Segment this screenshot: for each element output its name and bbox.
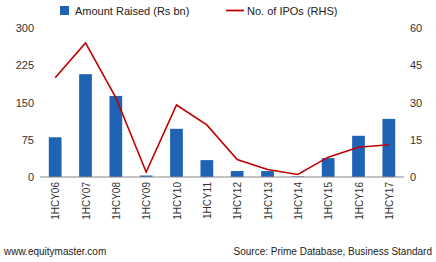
bar [170,129,183,177]
x-tick-label: 1HCY15 [323,182,334,220]
plot-marks [49,43,395,177]
x-tick-label: 1HCY16 [354,182,365,220]
y2-tick-label: 45 [410,59,422,71]
y2-tick-label: 60 [410,22,422,34]
x-tick-label: 1HCY08 [111,182,122,220]
y2-tick-label: 30 [410,97,422,109]
y-tick-label: 225 [16,59,34,71]
y-tick-label: 300 [16,22,34,34]
x-tick-label: 1HCY17 [384,182,395,220]
source: Source: Prime Database, Business Standar… [234,246,432,257]
x-tick-label: 1HCY14 [293,182,304,220]
y-tick-label: 150 [16,97,34,109]
legend-swatch [60,6,69,15]
background [0,0,436,262]
x-tick-label: 1HCY12 [232,182,243,220]
x-tick-label: 1HCY06 [50,182,61,220]
y2-tick-label: 0 [410,171,416,183]
bar [231,171,244,177]
line [55,43,389,175]
bar [261,171,274,177]
bar [49,137,62,177]
y-tick-label: 0 [28,171,34,183]
bar [382,119,395,177]
x-axis-line [40,177,404,178]
website: www.equitymaster.com [3,246,106,257]
legend-swatch [226,10,244,12]
chart: 0 75 150 225 300 0 15 30 45 60 1HCY06 1HCY07 1HCY08 1… [0,0,436,262]
bar [200,160,213,177]
x-tick-label: 1HCY10 [172,182,183,220]
legend-label: No. of IPOs (RHS) [247,5,337,17]
y-tick-label: 75 [22,134,34,146]
bar [322,158,335,177]
legend-label: Amount Raised (Rs bn) [75,5,189,17]
y2-tick-label: 15 [410,134,422,146]
x-tick-label: 1HCY11 [202,182,213,219]
bar [79,74,92,177]
bar [352,136,365,177]
x-tick-label: 1HCY07 [81,182,92,220]
x-tick-label: 1HCY09 [141,182,152,220]
x-tick-label: 1HCY13 [263,182,274,220]
